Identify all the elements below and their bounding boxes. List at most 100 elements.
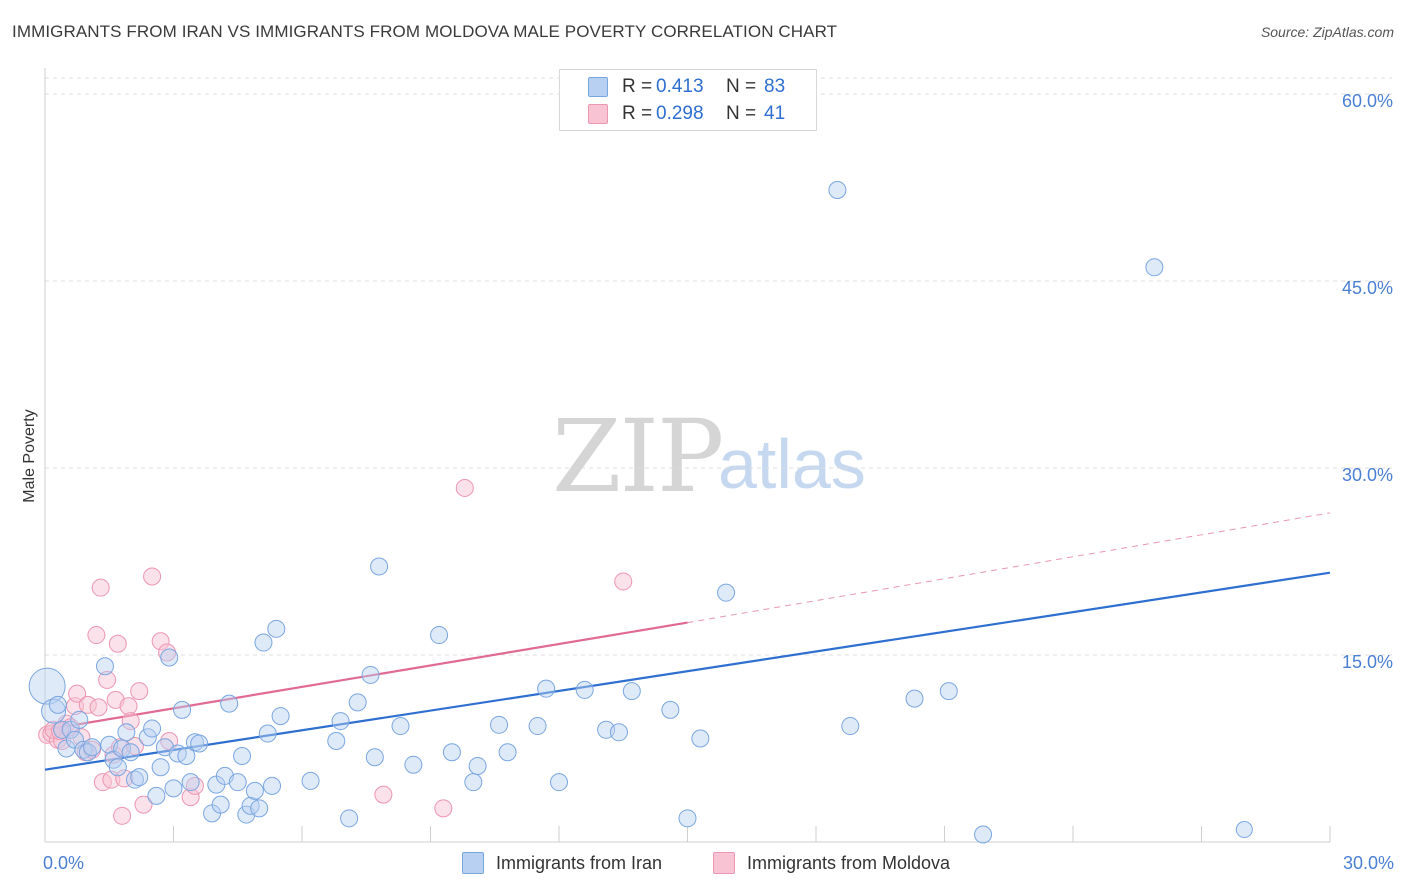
legend-r-value-moldova: 0.298 — [656, 103, 704, 124]
point-iran — [130, 768, 149, 787]
point-iran — [528, 717, 547, 736]
point-iran — [905, 689, 924, 708]
point-iran — [117, 723, 136, 742]
y-tick-label: 60.0% — [1342, 91, 1393, 111]
point-iran — [228, 773, 247, 792]
point-iran — [939, 682, 958, 701]
point-moldova — [119, 697, 138, 716]
point-iran — [271, 707, 290, 726]
point-iran — [220, 694, 239, 713]
point-iran — [48, 695, 67, 714]
point-iran — [841, 717, 860, 736]
legend-n-value-iran: 83 — [764, 76, 786, 97]
point-iran — [70, 710, 89, 729]
legend-row-iran: R = 0.413 N = 83 — [588, 75, 834, 99]
watermark-atlas: atlas — [718, 425, 866, 503]
point-moldova — [134, 795, 153, 814]
legend-r-value-iran: 0.413 — [656, 76, 704, 97]
point-iran — [1235, 821, 1253, 839]
legend-swatch-iran — [588, 77, 608, 97]
legend-n-label: N = — [726, 103, 757, 124]
x-tick-label: 0.0% — [43, 853, 84, 873]
y-tick-label: 15.0% — [1342, 652, 1393, 672]
point-iran — [609, 723, 628, 742]
trendline-iran — [44, 571, 1331, 771]
point-iran — [361, 665, 380, 684]
x-tick-label: 30.0% — [1343, 853, 1394, 873]
point-iran — [177, 746, 196, 765]
point-moldova — [455, 478, 474, 497]
point-iran — [717, 583, 736, 602]
watermark-zip: ZIP — [552, 398, 724, 515]
trendline-moldova-projection — [687, 512, 1331, 624]
bottom-legend-iran: Immigrants from Iran — [462, 852, 662, 874]
point-moldova — [89, 698, 108, 717]
chart-title: IMMIGRANTS FROM IRAN VS IMMIGRANTS FROM … — [12, 22, 838, 41]
point-iran — [430, 626, 449, 645]
point-iran — [498, 743, 517, 762]
source-label: Source: ZipAtlas.com — [1260, 24, 1394, 40]
point-iran — [575, 680, 594, 699]
legend-r-label: R = — [622, 76, 653, 97]
point-moldova — [130, 682, 149, 701]
trend-layer — [44, 512, 1331, 771]
point-iran — [245, 781, 264, 800]
point-iran — [250, 799, 269, 818]
point-moldova — [98, 670, 117, 689]
point-iran — [370, 557, 389, 576]
point-moldova — [108, 634, 127, 653]
point-iran — [263, 776, 282, 795]
point-moldova — [68, 684, 87, 703]
legend-n-value-moldova: 41 — [764, 103, 786, 124]
point-iran — [151, 758, 170, 777]
point-iran — [391, 717, 410, 736]
point-iran — [138, 728, 157, 747]
legend-n-label: N = — [726, 76, 757, 97]
bottom-legend-label-iran: Immigrants from Iran — [496, 852, 663, 873]
point-iran — [550, 773, 568, 792]
point-iran — [301, 771, 320, 790]
axes-layer — [44, 68, 1331, 843]
point-iran — [143, 719, 162, 738]
point-iran — [164, 779, 183, 798]
legend-r-label: R = — [622, 103, 653, 124]
point-iran — [258, 724, 277, 743]
point-iran — [173, 700, 192, 719]
point-moldova — [87, 626, 106, 645]
legend-row-moldova: R = 0.298 N = 41 — [588, 102, 834, 126]
point-iran — [28, 667, 66, 705]
point-iran — [365, 748, 384, 767]
point-iran — [464, 773, 483, 792]
point-iran — [147, 786, 166, 805]
point-iran — [160, 648, 179, 667]
point-iran — [41, 698, 67, 724]
point-iran — [190, 734, 209, 753]
point-iran — [211, 795, 230, 814]
point-iran — [267, 619, 286, 638]
point-moldova — [143, 567, 162, 586]
point-iran — [974, 825, 993, 844]
point-iran — [83, 738, 102, 757]
bottom-legend-moldova: Immigrants from Moldova — [713, 852, 950, 874]
point-iran — [442, 743, 461, 762]
point-iran — [108, 758, 127, 777]
bottom-legend: Immigrants from Iran Immigrants from Mol… — [0, 852, 1406, 878]
point-moldova — [434, 799, 453, 818]
point-iran — [181, 773, 200, 792]
point-moldova — [121, 712, 140, 731]
point-moldova — [374, 785, 393, 804]
trendline-moldova — [44, 621, 688, 731]
point-moldova — [113, 806, 132, 825]
grid-layer — [45, 77, 1392, 656]
point-iran — [331, 712, 350, 731]
bottom-legend-label-moldova: Immigrants from Moldova — [747, 852, 951, 873]
point-iran — [404, 755, 423, 774]
y-tick-label: 45.0% — [1342, 278, 1393, 298]
point-iran — [1145, 258, 1164, 277]
point-iran — [537, 679, 556, 698]
point-iran — [490, 715, 509, 734]
bottom-legend-swatch-moldova — [713, 852, 735, 874]
point-iran — [327, 732, 346, 751]
point-moldova — [91, 578, 110, 597]
